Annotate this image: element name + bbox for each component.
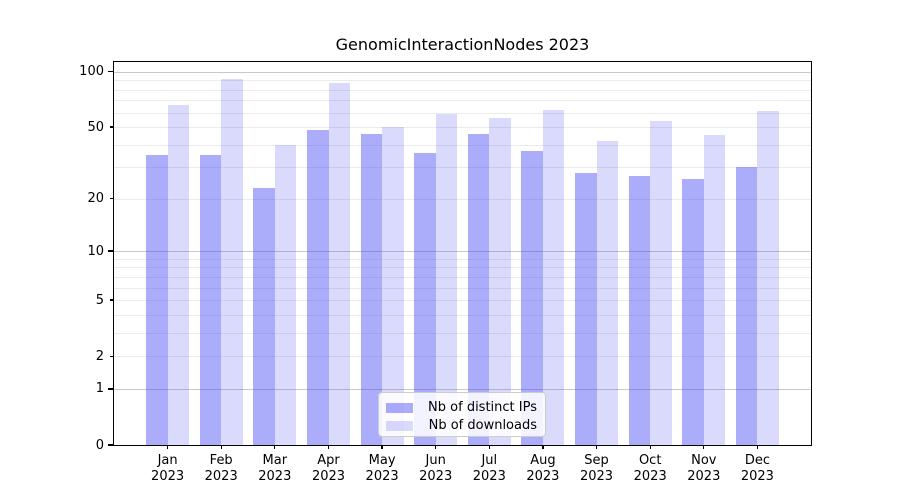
bar-distinct-ips [682,178,704,445]
y-tick-label: 5 [95,292,104,308]
bar-distinct-ips [253,188,275,445]
x-tick-label: Jul 2023 [472,453,506,484]
x-tick-mark [756,445,759,449]
gridline-minor [114,356,811,358]
legend-item-downloads: Nb of downloads [386,418,537,434]
gridline-minor [114,100,811,102]
y-tick-label: 2 [95,348,104,364]
gridline-minor [114,332,811,334]
y-tick-mark [108,444,113,446]
y-tick-mark [110,126,113,128]
y-tick-mark [110,299,113,301]
gridline-minor [114,300,811,302]
bar-distinct-ips [575,172,597,445]
bar-distinct-ips [360,133,383,445]
y-tick-label: 0 [95,437,104,453]
x-tick-mark [542,445,544,449]
legend-item-distinct-ips: Nb of distinct IPs [386,400,537,416]
bar-downloads [489,118,511,445]
gridline-major [114,251,811,253]
x-tick-label: Apr 2023 [311,453,346,484]
y-tick-mark [108,71,113,73]
x-tick-label: Jan 2023 [151,453,185,484]
gridline-minor [114,127,811,129]
gridline-minor [114,314,811,316]
gridline-minor [114,198,811,200]
chart-title: GenomicInteractionNodes 2023 [335,35,590,54]
y-tick-mark [108,388,113,390]
bar-downloads [757,111,779,445]
bar-distinct-ips [735,167,758,445]
gridline-minor [114,267,811,269]
gridline-minor [114,89,811,91]
plot-area: GenomicInteractionNodes 2023 Nb of disti… [79,35,812,484]
x-tick-label: Oct 2023 [633,453,667,484]
y-tick-mark [110,198,113,200]
gridline-minor [114,258,811,260]
gridline-minor [114,167,811,169]
y-tick-label: 50 [87,119,104,135]
y-tick-label: 1 [95,381,104,397]
bar-downloads [274,144,297,445]
legend-label-distinct-ips: Nb of distinct IPs [428,400,537,415]
y-tick-mark [108,250,113,252]
gridline-minor [114,287,811,289]
legend: Nb of distinct IPs Nb of downloads [378,392,546,437]
bar-distinct-ips [414,153,436,445]
x-tick-mark [381,445,383,449]
bar-downloads [542,110,565,445]
bar-distinct-ips [628,175,651,445]
bar-distinct-ips [521,150,543,445]
y-tick-label: 20 [87,191,104,207]
bar-downloads [650,120,672,445]
x-tick-label: Aug 2023 [526,453,560,484]
x-tick-label: Feb 2023 [204,453,238,484]
y-tick-label: 10 [87,243,104,259]
x-tick-label: Sep 2023 [579,453,614,484]
bar-distinct-ips [199,155,222,445]
gridline-major [114,71,811,73]
bar-downloads [596,140,618,445]
x-tick-mark [220,445,222,449]
x-tick-mark [703,445,705,449]
y-tick-mark [110,355,113,357]
gridline-minor [114,144,811,146]
bar-downloads [435,113,458,445]
x-tick-label: May 2023 [365,453,399,484]
x-tick-label: Jun 2023 [419,453,453,484]
gridline-major [114,388,811,390]
bar-downloads [703,135,726,445]
x-tick-label: Dec 2023 [740,453,774,484]
bar-downloads [167,105,190,445]
bar-distinct-ips [467,133,490,445]
bar-downloads [328,82,350,445]
x-tick-label: Mar 2023 [258,453,292,484]
x-tick-mark [327,445,330,449]
x-tick-mark [166,445,169,449]
bar-downloads [221,79,243,445]
x-tick-mark [649,445,651,449]
x-tick-mark [435,445,437,449]
bar-distinct-ips [146,155,168,445]
bar-distinct-ips [307,130,329,445]
legend-swatch-downloads [386,421,413,431]
gridline-minor [114,80,811,82]
x-tick-mark [595,445,598,449]
y-tick-label: 100 [79,64,104,80]
gridline-minor [114,112,811,114]
legend-label-downloads: Nb of downloads [428,418,537,433]
bar-downloads [382,127,404,445]
legend-swatch-distinct-ips [386,403,413,413]
x-tick-mark [274,445,276,449]
gridline-minor [114,276,811,278]
x-tick-mark [488,445,490,449]
x-tick-label: Nov 2023 [687,453,721,484]
